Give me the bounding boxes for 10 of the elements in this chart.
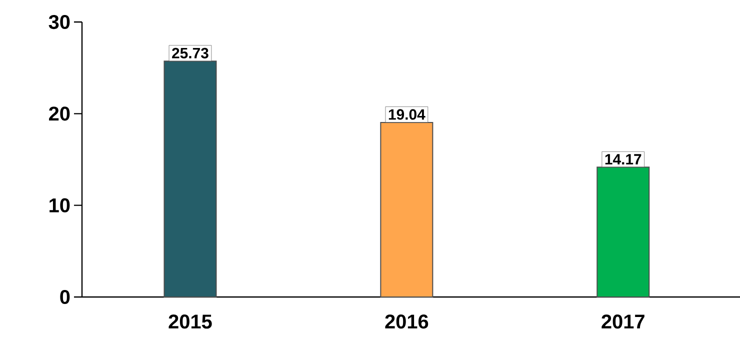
data-label: 19.04: [388, 109, 426, 120]
data-label: 14.17: [605, 154, 642, 164]
y-tick-label: 10: [50, 198, 70, 212]
y-tick-label: 20: [49, 106, 70, 121]
x-tick-label: 2017: [602, 314, 644, 329]
x-tick-label: 2015: [168, 314, 212, 329]
y-tick-label: 30: [48, 14, 70, 30]
y-tick-label: 0: [60, 290, 70, 304]
data-label: 25.73: [172, 48, 208, 58]
x-tick-label: 2016: [385, 314, 428, 329]
